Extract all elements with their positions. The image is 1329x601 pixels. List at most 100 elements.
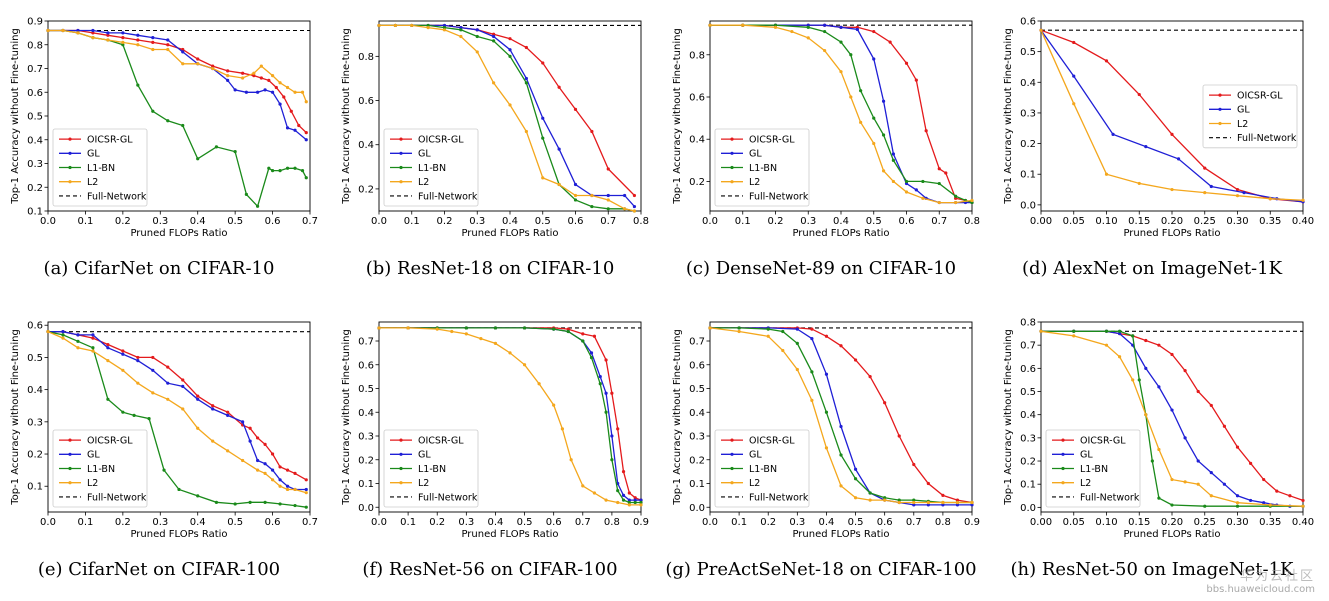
- legend-label-full-network: Full-Network: [87, 492, 147, 503]
- legend-label-gl: GL: [418, 149, 431, 160]
- y-tick-label: 0.3: [1020, 108, 1036, 119]
- legend-label-oicsr-gl: OICSR-GL: [749, 436, 795, 447]
- data-point-gl: [1072, 74, 1076, 78]
- data-point-l2: [46, 28, 50, 33]
- data-point-oicsr-gl: [1275, 489, 1279, 493]
- subfigure-caption: (a) CifarNet on CIFAR-10: [44, 258, 275, 279]
- data-point-l2: [241, 76, 245, 80]
- data-point-l1-bn: [233, 150, 237, 154]
- data-point-oicsr-gl: [304, 131, 308, 135]
- data-point-l2: [970, 198, 974, 203]
- data-point-oicsr-gl: [181, 47, 185, 52]
- subfigure-caption: (c) DenseNet-89 on CIFAR-10: [686, 258, 956, 279]
- data-point-gl: [151, 36, 155, 40]
- data-point-oicsr-gl: [627, 491, 631, 495]
- data-point-l1-bn: [304, 176, 308, 180]
- data-point-oicsr-gl: [259, 76, 263, 80]
- legend-label-l2: L2: [749, 478, 760, 489]
- data-point-l2: [1301, 504, 1305, 508]
- plot-frame: [709, 321, 973, 513]
- data-point-gl: [121, 352, 125, 356]
- x-tick-label: 0.3: [458, 517, 474, 528]
- data-point-l1-bn: [824, 410, 829, 414]
- data-point-gl: [795, 327, 799, 331]
- data-point-gl: [244, 90, 248, 94]
- legend-marker-l1-bn: [730, 466, 734, 471]
- data-point-gl: [136, 359, 140, 363]
- x-axis-label: Pruned FLOPs Ratio: [461, 228, 558, 239]
- data-point-gl: [76, 333, 80, 337]
- data-point-gl: [1209, 471, 1213, 475]
- data-point-l2: [1203, 191, 1207, 195]
- data-point-gl: [1144, 366, 1148, 370]
- data-point-oicsr-gl: [211, 64, 215, 68]
- legend-marker-oicsr-gl: [730, 438, 734, 442]
- data-point-l2: [1072, 102, 1076, 106]
- series-line-l2: [48, 29, 307, 102]
- legend-marker-l1-bn: [399, 466, 403, 471]
- x-axis-label: Pruned FLOPs Ratio: [130, 529, 227, 540]
- data-point-gl: [632, 204, 637, 209]
- x-tick-label: 0.2: [768, 216, 784, 227]
- legend-marker-oicsr-gl: [1218, 93, 1222, 97]
- data-point-l1-bn: [442, 26, 447, 30]
- y-axis-label: Top-1 Accuracy without Fine-tuning: [341, 329, 352, 506]
- data-point-gl: [166, 381, 170, 385]
- data-point-gl: [1235, 494, 1240, 498]
- data-point-l2: [897, 500, 901, 505]
- data-point-gl: [459, 26, 463, 30]
- data-point-oicsr-gl: [241, 71, 245, 75]
- x-tick-label: 0.5: [866, 216, 882, 227]
- y-tick-label: 0.8: [358, 52, 374, 63]
- x-tick-label: 0.7: [600, 216, 616, 227]
- data-point-l2: [937, 200, 941, 205]
- legend-marker-l2: [399, 180, 403, 184]
- data-point-l2: [737, 329, 741, 334]
- data-point-oicsr-gl: [1301, 498, 1305, 503]
- legend-label-oicsr-gl: OICSR-GL: [1237, 91, 1283, 102]
- legend-marker-gl: [1218, 107, 1222, 111]
- legend-label-oicsr-gl: OICSR-GL: [87, 436, 133, 447]
- data-point-gl: [91, 28, 95, 33]
- data-point-gl: [623, 193, 627, 198]
- legend-marker-l2: [1218, 121, 1222, 126]
- data-point-gl: [810, 337, 814, 341]
- legend-label-gl: GL: [749, 450, 762, 461]
- legend-label-full-network: Full-Network: [749, 492, 809, 503]
- data-point-l1-bn: [868, 491, 872, 495]
- data-point-gl: [1118, 331, 1122, 336]
- x-tick-label: 0.7: [575, 517, 591, 528]
- legend-marker-l2: [1061, 481, 1065, 485]
- legend-marker-l2: [399, 481, 403, 485]
- plot-frame: [378, 321, 642, 513]
- legend-box: [52, 128, 148, 207]
- data-point-oicsr-gl: [1137, 92, 1141, 97]
- data-point-l1-bn: [522, 326, 527, 330]
- data-point-l2: [61, 336, 65, 340]
- data-point-gl: [181, 50, 185, 54]
- x-tick-label: 0.8: [964, 216, 980, 227]
- legend-marker-l2: [68, 481, 72, 485]
- data-point-oicsr-gl: [573, 107, 578, 111]
- data-point-l2: [781, 348, 785, 353]
- y-tick-label: 0.6: [689, 93, 705, 104]
- legend-marker-oicsr-gl: [68, 438, 72, 442]
- data-point-oicsr-gl: [151, 40, 155, 44]
- subfigure-caption: (b) ResNet-18 on CIFAR-10: [366, 258, 615, 279]
- legend-label-l1-bn: L1-BN: [418, 163, 446, 174]
- data-point-l2: [304, 100, 308, 104]
- data-point-gl: [853, 467, 858, 471]
- legend-box: [714, 128, 810, 207]
- legend: OICSR-GL GL L1-BN L2 Full-Network: [714, 429, 810, 508]
- x-axis-label: Pruned FLOPs Ratio: [461, 529, 558, 540]
- x-tick-label: 0.15: [1128, 517, 1150, 528]
- data-point-oicsr-gl: [492, 32, 496, 36]
- data-point-gl: [508, 48, 512, 52]
- legend-marker-l2: [68, 180, 72, 184]
- chart-panel-6: 0.0 0.1 0.2 0.3 0.4 0.5 0.6 0.7 0.8 0.9 0.0 0.1 0.2 0…: [341, 321, 649, 580]
- data-point-gl: [293, 128, 297, 132]
- data-point-l2: [904, 190, 909, 194]
- data-point-l2: [606, 198, 610, 202]
- data-point-gl: [914, 188, 918, 192]
- data-point-oicsr-gl: [248, 426, 252, 430]
